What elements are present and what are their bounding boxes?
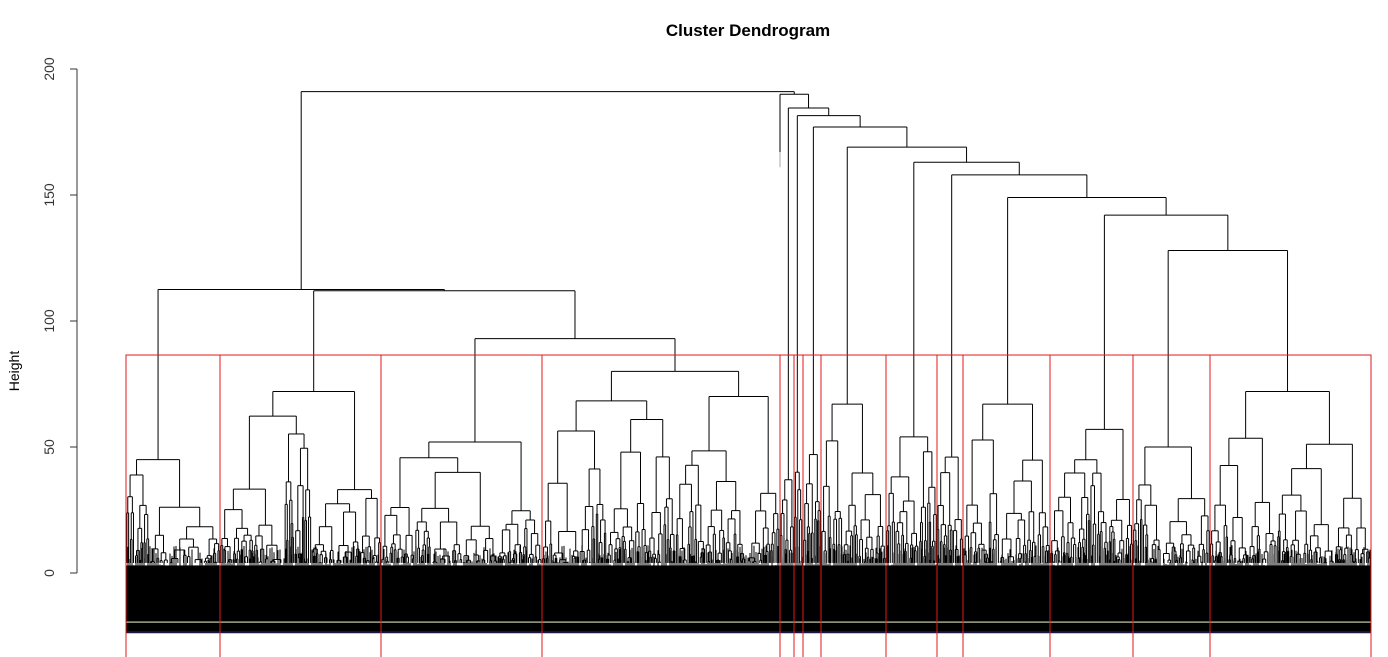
dense-leaves [125, 545, 1371, 634]
y-axis: 0 50 100 150 200 [41, 57, 78, 577]
y-tick-label: 0 [41, 569, 57, 577]
y-tick-label: 150 [41, 183, 57, 207]
y-tick-label: 100 [41, 309, 57, 333]
cluster-cut-rectangles [125, 354, 1372, 657]
y-tick-label: 50 [41, 439, 57, 455]
y-axis-label: Height [6, 351, 22, 392]
y-tick-label: 200 [41, 57, 57, 81]
leaf-mass [126, 565, 1371, 633]
cluster-rect [1209, 354, 1372, 657]
dendrogram-branches [126, 91, 1371, 564]
chart-title: Cluster Dendrogram [666, 21, 830, 40]
